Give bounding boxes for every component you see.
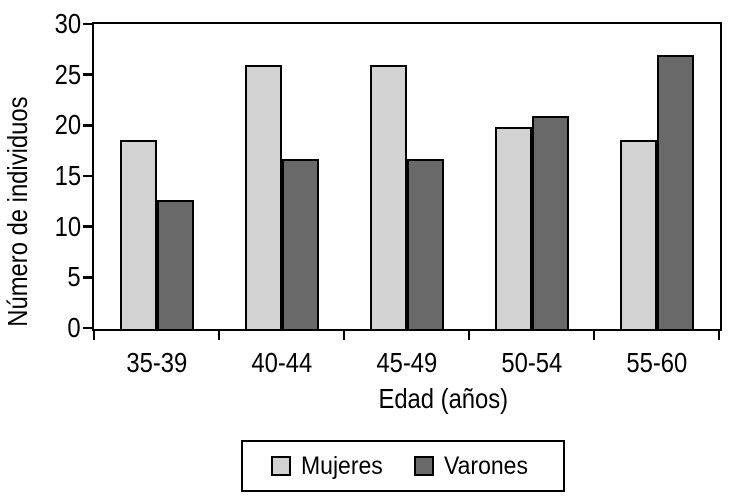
legend-label: Mujeres bbox=[300, 451, 383, 480]
x-category-label: 50-54 bbox=[470, 349, 594, 377]
x-category-label-text: 50-54 bbox=[501, 347, 562, 378]
x-tick-mark bbox=[592, 331, 596, 340]
x-category-label: 35-39 bbox=[95, 349, 219, 377]
y-tick-label-text: 30 bbox=[54, 8, 81, 39]
y-tick-mark bbox=[83, 225, 92, 228]
legend-item-varones: Varones bbox=[413, 451, 535, 481]
x-category-label-text: 40-44 bbox=[251, 347, 312, 378]
x-category-label-text: 55-60 bbox=[626, 347, 687, 378]
y-tick-mark bbox=[83, 276, 92, 279]
y-tick-mark bbox=[83, 326, 92, 330]
bar-varones-50-54 bbox=[531, 116, 569, 329]
y-tick-label-text: 0 bbox=[67, 312, 81, 343]
bar-mujeres-45-49 bbox=[369, 64, 407, 329]
y-tick-label-text: 15 bbox=[54, 160, 81, 191]
y-tick-mark bbox=[83, 22, 92, 26]
y-tick-mark bbox=[83, 124, 92, 127]
y-tick-label: 20 bbox=[21, 110, 81, 140]
x-axis-title: Edad (años) bbox=[293, 383, 593, 415]
y-tick-label: 0 bbox=[21, 313, 81, 343]
x-axis-title-text: Edad (años) bbox=[378, 383, 508, 414]
y-tick-mark bbox=[83, 73, 92, 76]
legend: Mujeres Varones bbox=[241, 440, 565, 492]
y-tick-label: 25 bbox=[21, 58, 81, 90]
legend-swatch-varones bbox=[413, 456, 434, 476]
x-category-label: 55-60 bbox=[595, 349, 719, 377]
x-tick-mark bbox=[92, 331, 96, 340]
bar-mujeres-40-44 bbox=[244, 64, 282, 329]
y-tick-label-text: 5 bbox=[67, 261, 81, 293]
bar-varones-45-49 bbox=[406, 158, 444, 329]
bar-varones-40-44 bbox=[281, 158, 319, 329]
y-tick-label-text: 20 bbox=[54, 109, 81, 141]
bar-varones-35-39 bbox=[156, 200, 194, 329]
plot-area: 0 5 10 15 20 25 30 35-39 40-44 45-49 50-54 55-60 bbox=[55, 9, 722, 377]
x-tick-mark bbox=[717, 331, 721, 340]
y-tick-label: 30 bbox=[21, 9, 81, 39]
bar-mujeres-50-54 bbox=[494, 127, 532, 329]
x-tick-mark bbox=[467, 331, 471, 340]
y-tick-label-text: 10 bbox=[54, 210, 81, 242]
x-category-label-text: 35-39 bbox=[126, 347, 187, 378]
y-tick-label: 5 bbox=[21, 262, 81, 292]
y-tick-label: 10 bbox=[21, 210, 81, 242]
x-category-label: 40-44 bbox=[220, 349, 344, 377]
x-category-label: 45-49 bbox=[345, 349, 469, 377]
y-tick-mark bbox=[83, 174, 92, 178]
bar-mujeres-35-39 bbox=[119, 139, 157, 329]
legend-swatch-mujeres bbox=[270, 456, 291, 476]
x-category-label-text: 45-49 bbox=[376, 347, 437, 378]
bar-mujeres-55-60 bbox=[619, 139, 657, 329]
x-tick-mark bbox=[342, 331, 346, 340]
x-tick-mark bbox=[217, 331, 221, 340]
legend-item-mujeres: Mujeres bbox=[270, 451, 390, 481]
legend-label: Varones bbox=[443, 451, 528, 480]
bar-varones-55-60 bbox=[656, 55, 694, 329]
y-tick-label-text: 25 bbox=[54, 58, 81, 90]
y-tick-label: 15 bbox=[21, 161, 81, 191]
